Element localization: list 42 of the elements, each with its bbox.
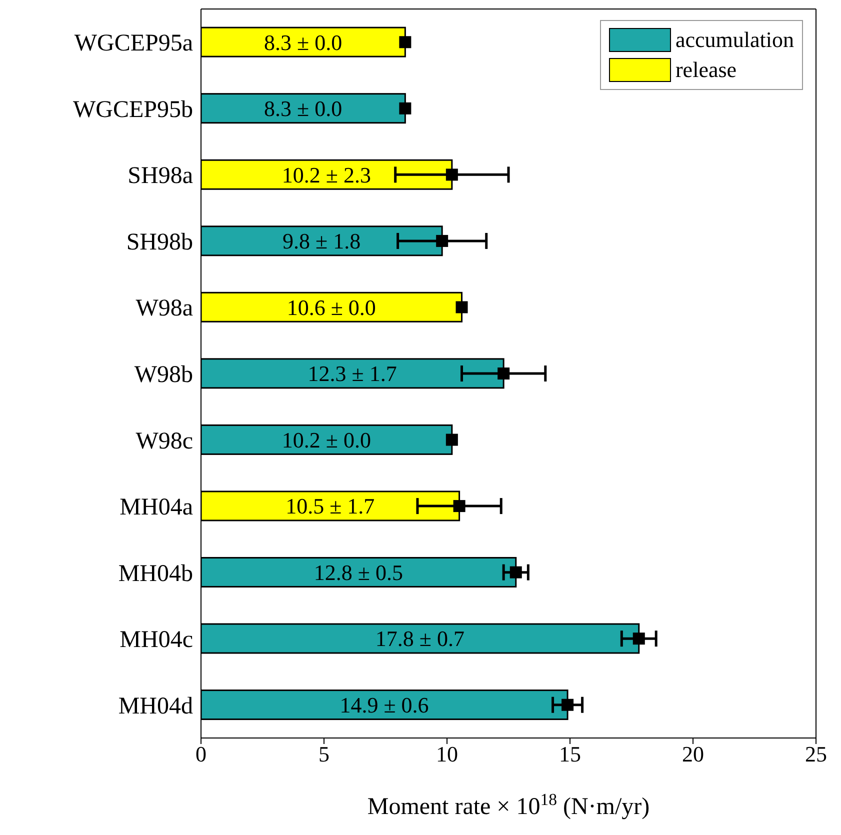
data-label: 17.8 ± 0.7 bbox=[375, 626, 464, 652]
point bbox=[453, 500, 466, 512]
data-label: 8.3 ± 0.0 bbox=[264, 96, 342, 122]
x-tick-label: 20 bbox=[682, 742, 704, 767]
point bbox=[446, 168, 458, 181]
data-label: 9.8 ± 1.8 bbox=[282, 228, 361, 254]
y-tick-label: SH98b bbox=[126, 229, 193, 256]
point bbox=[436, 234, 448, 247]
point bbox=[562, 698, 574, 711]
x-tick-label: 25 bbox=[805, 742, 827, 767]
point bbox=[498, 368, 510, 380]
y-tick-label: MH04a bbox=[120, 494, 194, 521]
x-tick-label: 10 bbox=[436, 742, 458, 767]
point bbox=[632, 632, 645, 645]
y-tick-label: MH04d bbox=[118, 693, 193, 720]
data-label: 14.9 ± 0.6 bbox=[340, 692, 429, 718]
data-label: 8.3 ± 0.0 bbox=[264, 30, 342, 55]
point bbox=[399, 102, 412, 114]
point bbox=[510, 566, 522, 578]
y-tick-label: WGCEP95b bbox=[73, 96, 193, 123]
x-tick-label: 15 bbox=[559, 742, 581, 767]
point bbox=[446, 434, 458, 446]
data-label: 10.2 ± 2.3 bbox=[282, 162, 371, 188]
x-axis-title: Moment rate × 10$^{18}$ (N·m/yr) bbox=[367, 790, 650, 820]
y-tick-label: SH98a bbox=[128, 163, 194, 190]
data-label: 12.3 ± 1.7 bbox=[308, 361, 397, 386]
y-tick-label: W98b bbox=[134, 362, 193, 388]
x-tick-label: 5 bbox=[318, 742, 330, 767]
data-label: 10.6 ± 0.0 bbox=[286, 294, 376, 320]
x-tick-label: 0 bbox=[196, 742, 206, 767]
y-tick-label: W98c bbox=[136, 428, 193, 454]
legend-label: accumulation bbox=[675, 26, 794, 54]
y-tick-label: WGCEP95a bbox=[74, 30, 194, 57]
data-label: 10.2 ± 0.0 bbox=[282, 427, 371, 452]
y-tick-label: MH04c bbox=[120, 627, 193, 654]
y-tick-label: W98a bbox=[136, 296, 194, 322]
data-label: 10.5 ± 1.7 bbox=[286, 494, 375, 519]
point bbox=[399, 36, 412, 48]
point bbox=[456, 301, 468, 314]
legend-label: release bbox=[675, 56, 737, 84]
y-tick-label: MH04b bbox=[118, 560, 193, 587]
data-label: 12.8 ± 0.5 bbox=[314, 560, 403, 585]
